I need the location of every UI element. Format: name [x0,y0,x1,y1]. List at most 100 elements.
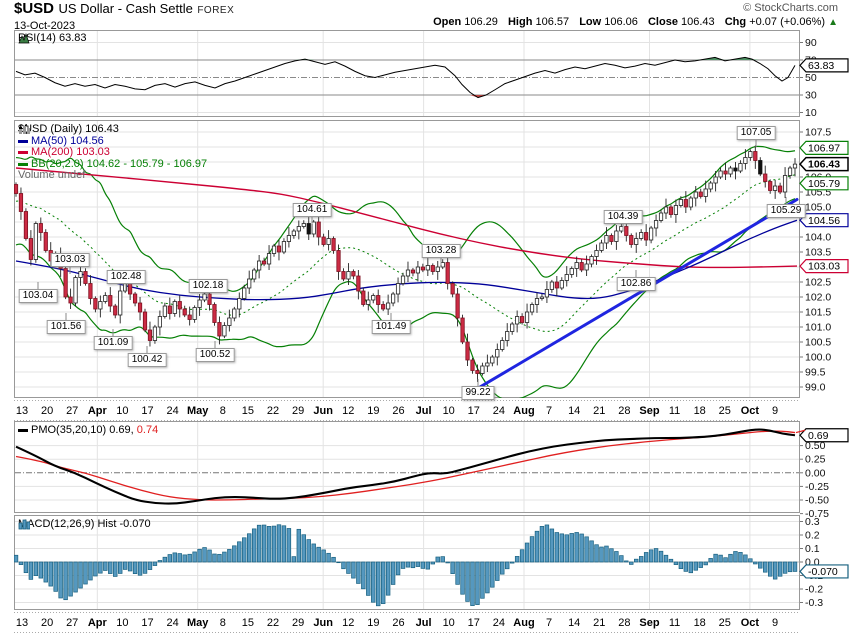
x-tick: 7 [546,405,552,417]
high-value: 106.57 [535,16,570,28]
line-swatch-icon [18,151,28,155]
x-tick-month: Apr [88,405,108,417]
x-tick: 18 [694,617,706,629]
price-annotation: 101.09 [93,336,133,350]
svg-text:107.5: 107.5 [805,127,831,139]
x-tick: 11 [669,617,680,629]
pmo-signal-line [15,430,796,501]
svg-text:99.5: 99.5 [805,367,826,379]
svg-text:50: 50 [805,72,817,84]
legend-label: MA(50) 104.56 [31,134,104,147]
x-tick: 9 [772,617,778,629]
svg-text:63.83: 63.83 [808,60,834,72]
x-tick: 10 [443,405,455,417]
svg-text:104.0: 104.0 [805,232,831,244]
x-tick: 11 [669,405,680,417]
rsi-legend: RSI(14) 63.83 [18,33,86,45]
svg-text:104.56: 104.56 [808,215,840,227]
x-tick: 9 [772,405,778,417]
macd-plot [14,524,798,607]
axis-badges: 63.83 106.97 106.43 105.79 104.56 103.03 0.69 -… [795,58,849,579]
svg-text:0.69: 0.69 [808,430,829,442]
svg-text:-0.2: -0.2 [805,584,823,596]
x-tick: 24 [493,617,505,629]
x-tick: 17 [468,405,480,417]
x-tick: 13 [16,405,28,417]
x-tick: 22 [267,405,279,417]
svg-text:-0.75: -0.75 [805,508,829,520]
x-tick-month: Jul [416,405,432,417]
price-annotation: 107.05 [736,126,776,140]
x-tick-month: Sep [639,405,659,417]
price-annotation: 101.49 [371,320,411,334]
x-tick: 8 [220,617,226,629]
axis-badge [799,58,849,73]
svg-text:90: 90 [805,37,817,49]
price-annotation: 99.22 [461,386,495,400]
annotation-pointers [37,140,787,386]
legend-item-rsi: RSI(14) 63.83 [18,33,86,45]
ma50-line [15,219,798,301]
instrument-name: US Dollar - Cash Settle [58,1,193,16]
legend-label: MACD(12,26,9) Hist -0.070 [18,518,151,531]
main-panel [14,120,800,398]
x-tick: 15 [242,405,254,417]
axis-badge [799,140,849,155]
price-annotation: 101.56 [46,320,86,334]
x-axis-labels: 13 20 27 Apr 10 17 24 May 8 15 22 29 Jun 12 19 26 Jul 10 1… [14,400,800,633]
x-tick: 21 [593,405,605,417]
low-value: 106.06 [604,16,638,28]
x-tick: 17 [141,405,153,417]
price-annotation: 100.52 [195,348,235,362]
price-annotation: 102.86 [616,277,656,291]
x-tick: 20 [41,405,53,417]
price-plot [14,145,799,398]
price-annotation: 102.48 [106,270,146,284]
x-tick-month: Jun [313,405,333,417]
x-tick: 10 [116,617,128,629]
x-tick: 24 [493,405,505,417]
x-tick: 17 [468,617,480,629]
x-tick-month: Oct [741,405,760,417]
price-annotation: 103.04 [18,289,58,303]
legend-item-price-3: BB(20,2.0) 104.62 - 105.79 - 106.97 [18,157,208,171]
legend-label: BB(20,2.0) 104.62 - 105.79 - 106.97 [31,157,208,170]
chg-label: Chg [724,16,747,28]
legend-item-pmo: PMO(35,20,10) 0.69, 0.74 [18,425,158,437]
candles [14,145,798,382]
rsi-panel [14,30,800,117]
svg-text:103.03: 103.03 [808,261,840,273]
x-tick-month: Jun [313,617,333,629]
x-tick: 15 [242,617,254,629]
x-tick: 14 [568,617,580,629]
svg-text:0.3: 0.3 [805,516,820,528]
svg-text:10: 10 [805,107,817,119]
x-tick-month: Aug [513,617,534,629]
x-tick: 10 [443,617,455,629]
legend-item-price-2: MA(200) 103.03 [18,147,207,159]
x-tick: 22 [267,617,279,629]
chart-header: $USD US Dollar - Cash Settle FOREX 13-Oc… [14,0,235,33]
svg-text:30: 30 [805,90,817,102]
up-arrow-icon: ▲ [828,17,838,28]
x-tick: 13 [16,617,28,629]
price-annotation: 104.61 [292,203,332,217]
svg-text:106.97: 106.97 [808,143,840,155]
axis-badge [799,259,849,274]
x-tick-month: Aug [513,405,534,417]
exchange-label: FOREX [197,5,235,16]
legend-label: RSI(14) 63.83 [18,32,87,45]
trendline [478,198,799,389]
line-swatch-icon [18,429,28,433]
x-tick: 8 [220,405,226,417]
x-tick: 19 [367,405,379,417]
svg-text:0.00: 0.00 [805,467,826,479]
svg-text:-0.50: -0.50 [805,495,829,507]
svg-text:0.2: 0.2 [805,530,820,542]
price-annotation: 102.18 [188,279,228,293]
symbol-label: $USD [14,0,55,17]
x-tick: 7 [546,617,552,629]
x-tick: 14 [568,405,580,417]
legend-item-macd: MACD(12,26,9) Hist -0.070 [18,519,151,531]
svg-text:103.5: 103.5 [805,247,831,259]
